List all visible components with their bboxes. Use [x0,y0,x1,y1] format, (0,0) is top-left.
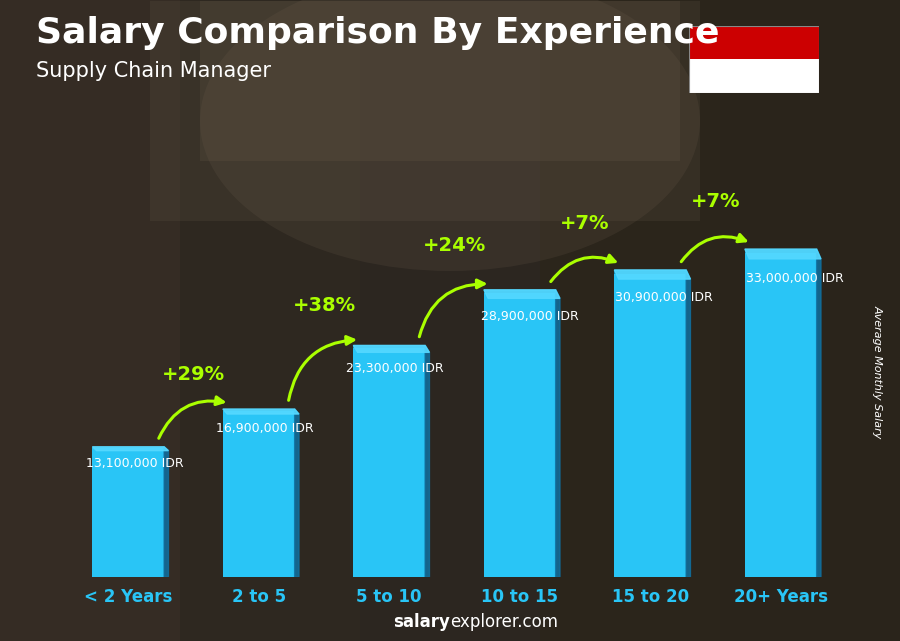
Ellipse shape [200,0,700,271]
Bar [688,26,819,60]
Polygon shape [425,345,429,577]
Bar [540,0,720,641]
Bar [615,270,686,274]
Text: 23,300,000 IDR: 23,300,000 IDR [346,362,444,374]
Text: +38%: +38% [292,296,356,315]
Polygon shape [354,345,429,353]
Text: +29%: +29% [162,365,225,383]
Text: 30,900,000 IDR: 30,900,000 IDR [615,292,713,304]
Bar [223,409,294,411]
Text: 33,000,000 IDR: 33,000,000 IDR [745,272,843,285]
Bar [484,290,555,577]
Bar [354,345,425,348]
Bar [180,0,360,641]
Text: 13,100,000 IDR: 13,100,000 IDR [86,457,184,470]
Bar [93,447,164,577]
Text: +24%: +24% [423,236,486,255]
Polygon shape [484,290,560,298]
Polygon shape [223,409,299,414]
Polygon shape [816,249,821,577]
Text: 16,900,000 IDR: 16,900,000 IDR [216,422,313,435]
Bar [0,0,180,641]
Polygon shape [93,447,168,451]
Bar [615,270,686,577]
Polygon shape [164,447,168,577]
Polygon shape [555,290,560,577]
Text: 28,900,000 IDR: 28,900,000 IDR [481,310,579,323]
Bar [360,0,540,641]
Text: +7%: +7% [691,192,740,211]
Bar [745,249,816,577]
Bar [223,409,294,577]
Bar [354,345,425,577]
Bar [688,60,819,93]
Bar [93,447,164,448]
Bar [200,1,680,161]
Text: explorer.com: explorer.com [450,613,558,631]
Text: +7%: +7% [560,214,610,233]
Polygon shape [294,409,299,577]
Text: salary: salary [393,613,450,631]
Text: Salary Comparison By Experience: Salary Comparison By Experience [36,16,719,50]
Polygon shape [745,249,821,259]
Bar [150,1,700,221]
Bar [745,249,816,253]
Bar [484,290,555,293]
Polygon shape [615,270,690,279]
Polygon shape [686,270,690,577]
Bar [720,0,900,641]
Text: Average Monthly Salary: Average Monthly Salary [872,305,883,438]
Text: Supply Chain Manager: Supply Chain Manager [36,61,271,81]
